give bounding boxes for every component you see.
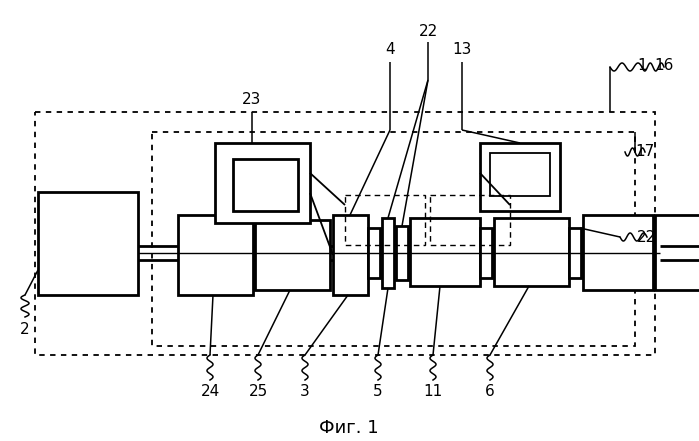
- Bar: [152, 132, 635, 346]
- Bar: [233, 159, 298, 211]
- Bar: [480, 143, 560, 211]
- Bar: [410, 218, 480, 286]
- Bar: [569, 228, 581, 278]
- Bar: [178, 215, 253, 295]
- Bar: [494, 218, 569, 286]
- Bar: [396, 226, 408, 280]
- Bar: [655, 215, 699, 290]
- Text: 17: 17: [635, 145, 655, 160]
- Bar: [480, 228, 492, 278]
- Bar: [255, 220, 330, 290]
- Bar: [583, 215, 653, 290]
- Text: 5: 5: [373, 385, 383, 400]
- Text: 24: 24: [201, 385, 219, 400]
- Text: 25: 25: [248, 385, 268, 400]
- Bar: [215, 143, 310, 223]
- Bar: [368, 228, 380, 278]
- Bar: [345, 195, 425, 245]
- Text: 23: 23: [243, 93, 261, 108]
- Text: 22: 22: [637, 229, 656, 244]
- Bar: [490, 153, 550, 196]
- Bar: [38, 192, 138, 295]
- Text: 16: 16: [654, 57, 674, 72]
- Bar: [430, 195, 510, 245]
- Bar: [35, 112, 655, 355]
- Bar: [333, 215, 368, 295]
- Text: 4: 4: [385, 42, 395, 57]
- Text: 13: 13: [452, 42, 472, 57]
- Text: 6: 6: [485, 385, 495, 400]
- Text: 11: 11: [424, 385, 442, 400]
- Text: 1: 1: [637, 57, 647, 72]
- Text: 2: 2: [20, 322, 30, 337]
- Text: Фиг. 1: Фиг. 1: [319, 419, 379, 437]
- Text: 22: 22: [419, 25, 438, 40]
- Bar: [382, 218, 394, 288]
- Text: 3: 3: [300, 385, 310, 400]
